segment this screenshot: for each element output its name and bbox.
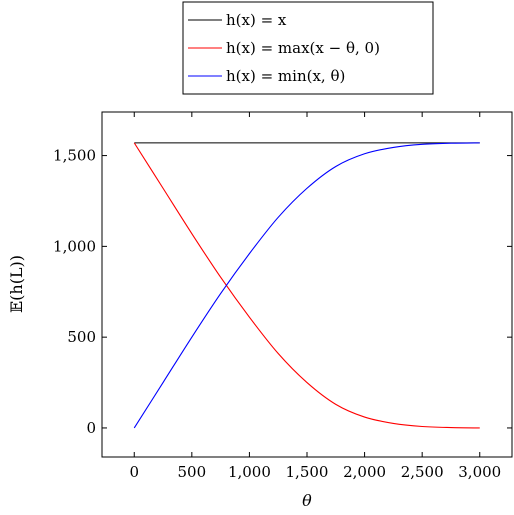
y-tick-label: 500 bbox=[67, 328, 96, 346]
plot-frame bbox=[101, 111, 513, 458]
x-tick-label: 2,000 bbox=[343, 463, 386, 481]
x-tick-label: 3,000 bbox=[458, 463, 501, 481]
x-tick-label: 500 bbox=[178, 463, 207, 481]
y-tick-label: 1,000 bbox=[53, 237, 96, 255]
y-tick-label: 1,500 bbox=[53, 147, 96, 165]
series-line-2 bbox=[133, 142, 480, 429]
legend-label: h(x) = max(x − θ, 0) bbox=[226, 39, 380, 57]
legend: h(x) = x h(x) = max(x − θ, 0) h(x) = min(x… bbox=[182, 1, 434, 95]
x-axis-title: θ bbox=[302, 491, 312, 510]
legend-label: h(x) = x bbox=[226, 11, 287, 29]
x-tick-label: 1,500 bbox=[286, 463, 329, 481]
legend-label: h(x) = min(x, θ) bbox=[226, 67, 345, 85]
y-axis-title: 𝔼(h(L)) bbox=[7, 255, 26, 313]
x-tick-label: 0 bbox=[129, 463, 139, 481]
x-tick-label: 1,000 bbox=[228, 463, 271, 481]
legend-box bbox=[182, 1, 434, 95]
x-tick-label: 2,500 bbox=[401, 463, 444, 481]
series-line-3 bbox=[133, 142, 480, 429]
y-tick-label: 0 bbox=[86, 419, 96, 437]
